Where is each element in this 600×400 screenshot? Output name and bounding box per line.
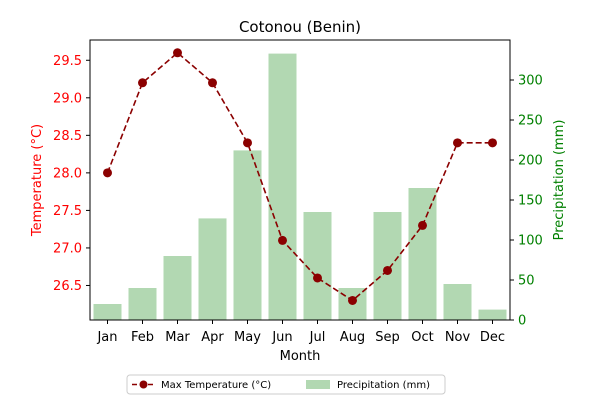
chart-title: Cotonou (Benin) [239, 18, 361, 36]
temperature-point-feb [138, 78, 147, 88]
precipitation-bar-oct [408, 188, 437, 320]
precipitation-bar-mar [163, 256, 192, 320]
x-tick-label: Jun [271, 330, 292, 345]
x-tick-label: Nov [445, 330, 471, 345]
x-tick-label: Dec [480, 330, 505, 345]
left-y-tick-label: 27.0 [53, 241, 82, 256]
temperature-line-layer [103, 48, 497, 305]
legend-frame [126, 374, 446, 395]
temperature-point-dec [488, 138, 497, 148]
left-y-tick-label: 26.5 [53, 279, 82, 294]
right-y-axis-ticks: 0 50 100 150 200 250 300 [510, 74, 543, 329]
legend-label-precipitation: Precipitation (mm) [337, 380, 430, 391]
temperature-point-jan [103, 168, 112, 178]
right-y-tick-label: 150 [518, 194, 543, 209]
x-tick-label: Sep [375, 330, 400, 345]
right-y-tick-label: 250 [518, 114, 543, 129]
right-y-tick-label: 100 [518, 234, 543, 249]
left-y-tick-label: 27.5 [53, 204, 82, 219]
precipitation-bars [93, 53, 507, 320]
legend: Max Temperature (°C) Precipitation (mm) [126, 374, 446, 395]
x-tick-label: Jul [309, 330, 326, 345]
right-y-tick-label: 300 [518, 74, 543, 89]
left-y-axis-ticks: 26.5 27.0 27.5 28.0 28.5 29.0 29.5 [53, 54, 90, 294]
precipitation-bar-feb [128, 288, 157, 320]
left-y-tick-label: 28.0 [53, 166, 82, 181]
right-y-axis-label: Precipitation (mm) [552, 120, 567, 241]
precipitation-bar-jul [303, 212, 332, 320]
left-y-tick-label: 29.5 [53, 54, 82, 69]
left-y-axis-label: Temperature (°C) [30, 124, 45, 237]
temperature-point-oct [418, 220, 427, 230]
temperature-point-sep [383, 265, 392, 275]
precipitation-bar-apr [198, 218, 227, 320]
precipitation-bar-dec [478, 309, 507, 320]
x-tick-label: Feb [131, 330, 154, 345]
temperature-point-apr [208, 78, 217, 88]
x-tick-label: Oct [411, 330, 433, 345]
precipitation-bar-jan [93, 304, 122, 320]
right-y-tick-label: 0 [518, 314, 526, 329]
temperature-point-may [243, 138, 252, 148]
precipitation-bar-jun [268, 53, 297, 320]
x-tick-label: May [234, 330, 261, 345]
x-axis-ticks: Jan Feb Mar Apr May Jun Jul Aug Sep Oct Nov Dec [96, 320, 505, 345]
temperature-point-jul [313, 273, 322, 283]
legend-bar-swatch [306, 380, 330, 389]
plot-frame [89, 39, 511, 321]
left-y-tick-label: 29.0 [53, 91, 82, 106]
temperature-point-nov [453, 138, 462, 148]
temperature-line [106, 51, 493, 302]
right-y-tick-label: 200 [518, 154, 543, 169]
x-tick-label: Aug [340, 330, 365, 345]
x-tick-label: Apr [201, 330, 224, 345]
x-axis-label: Month [280, 349, 321, 364]
left-y-tick-label: 28.5 [53, 129, 82, 144]
right-y-tick-label: 50 [518, 274, 535, 289]
x-tick-label: Mar [165, 330, 190, 345]
x-tick-label: Jan [96, 330, 117, 345]
precipitation-bar-nov [443, 284, 472, 320]
precipitation-bar-may [233, 150, 262, 320]
legend-line-marker [139, 380, 148, 389]
temperature-point-mar [173, 48, 182, 58]
temperature-point-aug [348, 295, 357, 305]
legend-label-temperature: Max Temperature (°C) [161, 380, 271, 391]
temperature-point-jun [278, 235, 287, 245]
